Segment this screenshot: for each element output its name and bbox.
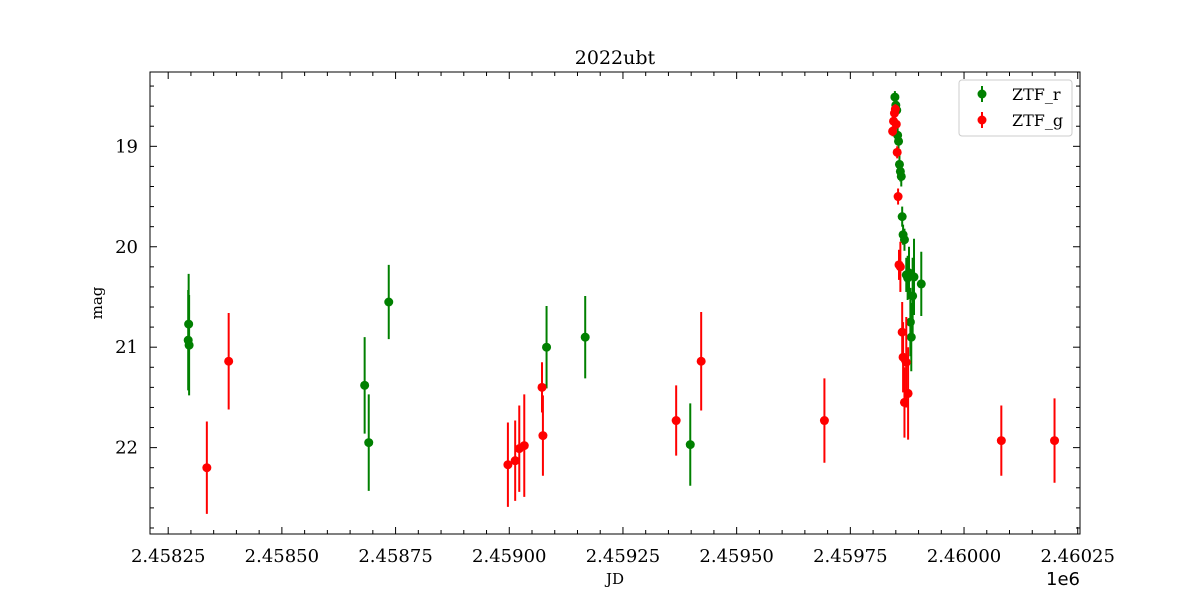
data-point — [202, 463, 212, 473]
data-point — [906, 332, 916, 342]
x-axis-label: JD — [604, 570, 624, 588]
series-ZTF_r — [183, 91, 926, 491]
data-point — [519, 441, 529, 451]
y-axis: 19 20 21 22 — [115, 85, 1080, 529]
data-point — [503, 460, 513, 470]
x-tick-label: 2.45875 — [358, 546, 432, 567]
data-point — [542, 342, 552, 352]
data-point — [890, 92, 900, 102]
data-point — [909, 272, 919, 282]
data-point — [908, 291, 918, 301]
data-point — [890, 104, 900, 114]
data-point — [899, 235, 909, 245]
data-point — [888, 126, 898, 136]
data-point — [364, 438, 374, 448]
x-tick-label: 2.45900 — [472, 546, 546, 567]
legend-label: ZTF_g — [1012, 111, 1063, 130]
data-point — [184, 340, 194, 350]
plot-frame — [149, 71, 1081, 535]
plot-area — [183, 91, 1060, 514]
data-point — [901, 357, 911, 367]
legend: ZTF_r ZTF_g — [958, 79, 1073, 137]
y-axis-label: mag — [88, 286, 106, 319]
y-tick-label: 22 — [115, 438, 138, 459]
data-point — [224, 356, 234, 366]
data-point — [685, 440, 695, 450]
data-point — [895, 262, 905, 272]
data-point — [893, 192, 903, 202]
data-point — [1050, 436, 1060, 446]
legend-marker — [977, 115, 987, 125]
data-point — [510, 456, 520, 466]
series-ZTF_g — [202, 104, 1060, 514]
y-tick-label: 19 — [115, 136, 138, 157]
data-point — [538, 431, 548, 441]
x-axis-offset-label: 1e6 — [1046, 569, 1080, 590]
data-point — [894, 136, 904, 146]
legend-marker — [977, 89, 987, 99]
data-point — [537, 382, 547, 392]
legend-label: ZTF_r — [1012, 85, 1061, 104]
x-axis: 2.45825 2.45850 2.45875 2.45900 2.45925 2.459… — [131, 72, 1115, 567]
x-tick-label: 2.45950 — [699, 546, 773, 567]
data-point — [996, 436, 1006, 446]
data-point — [696, 356, 706, 366]
data-point — [671, 416, 681, 426]
data-point — [360, 380, 370, 390]
y-tick-label: 21 — [115, 337, 138, 358]
x-tick-label: 2.45925 — [586, 546, 660, 567]
x-tick-label: 2.46000 — [927, 546, 1001, 567]
data-point — [384, 297, 394, 307]
data-point — [897, 212, 907, 222]
chart-title: 2022ubt — [575, 47, 656, 69]
x-tick-label: 2.45975 — [813, 546, 887, 567]
data-point — [819, 416, 829, 426]
x-tick-label: 2.46025 — [1041, 546, 1115, 567]
legend-frame — [958, 79, 1073, 137]
data-point — [892, 147, 902, 157]
x-tick-label: 2.45825 — [131, 546, 205, 567]
data-point — [903, 388, 913, 398]
data-point — [916, 279, 926, 289]
y-tick-label: 20 — [115, 237, 138, 258]
data-point — [891, 119, 901, 129]
data-point — [580, 332, 590, 342]
x-tick-label: 2.45850 — [245, 546, 319, 567]
data-point — [896, 171, 906, 181]
